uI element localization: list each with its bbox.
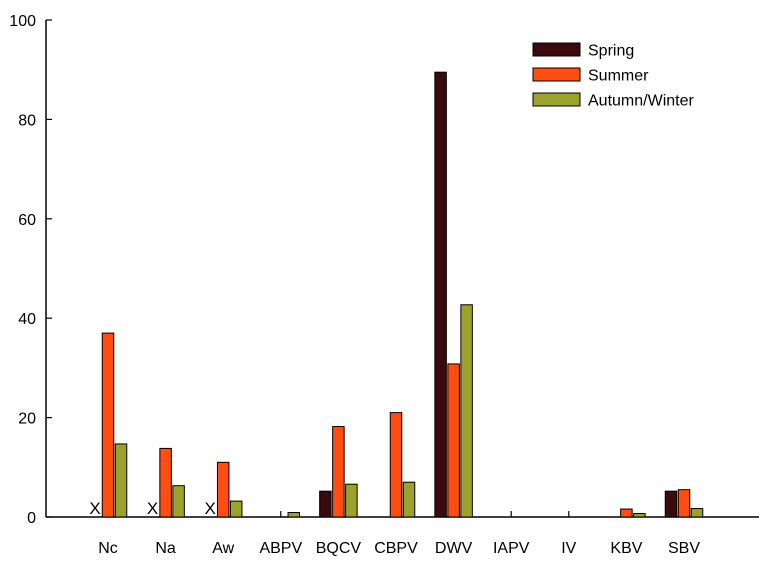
bar-summer-cbpv bbox=[389, 412, 403, 518]
x-tick-label: SBV bbox=[668, 540, 700, 557]
bar-autumn-winter-na bbox=[172, 485, 185, 518]
bar-spring-dwv bbox=[434, 71, 447, 518]
x-tick-label: BQCV bbox=[316, 540, 362, 557]
y-tick-label: 100 bbox=[9, 13, 36, 30]
bar-spring-sbv bbox=[664, 490, 678, 518]
missing-data-marker: X bbox=[205, 499, 216, 518]
missing-data-marker: X bbox=[147, 499, 158, 518]
legend-swatch bbox=[532, 92, 581, 107]
bar-autumn-winter-kbv bbox=[633, 513, 646, 518]
x-tick-label: ABPV bbox=[259, 540, 302, 557]
bar-autumn-winter-aw bbox=[229, 500, 243, 518]
x-tick-label: DWV bbox=[435, 540, 473, 557]
bar-autumn-winter-sbv bbox=[690, 508, 704, 518]
bar-summer-dwv bbox=[447, 363, 460, 518]
x-tick-label: Na bbox=[155, 540, 176, 557]
x-axis: Nc Na Aw ABPV BQCV CBPV DWV IAPV IV KBV SBV bbox=[98, 511, 700, 557]
y-tick-label: 40 bbox=[18, 311, 36, 328]
x-tick-label: Aw bbox=[212, 540, 234, 557]
y-tick-label: 0 bbox=[27, 510, 36, 527]
bar-summer-bqcv bbox=[332, 426, 345, 518]
bar-autumn-winter-dwv bbox=[460, 304, 473, 518]
legend-label: Spring bbox=[588, 43, 634, 60]
legend-label: Summer bbox=[588, 68, 649, 85]
legend-swatch bbox=[532, 42, 581, 57]
bar-summer-kbv bbox=[620, 508, 633, 518]
missing-data-marker: X bbox=[89, 499, 100, 518]
x-tick-label: Nc bbox=[98, 540, 118, 557]
legend-swatch bbox=[532, 67, 581, 82]
bar-summer-sbv bbox=[677, 489, 691, 518]
bars bbox=[101, 71, 704, 518]
bar-autumn-winter-nc bbox=[114, 443, 128, 518]
bar-summer-aw bbox=[216, 461, 230, 518]
y-axis: 0 20 40 60 80 100 bbox=[9, 13, 52, 527]
x-tick-label: IAPV bbox=[493, 540, 530, 557]
y-tick-label: 60 bbox=[18, 212, 36, 229]
x-tick-label: IV bbox=[561, 540, 576, 557]
bar-autumn-winter-bqcv bbox=[345, 483, 358, 518]
bar-autumn-winter-abpv bbox=[287, 512, 301, 518]
legend: Spring Summer Autumn/Winter bbox=[532, 42, 694, 110]
bar-autumn-winter-cbpv bbox=[402, 481, 416, 518]
bar-summer-na bbox=[159, 447, 172, 518]
legend-label: Autumn/Winter bbox=[588, 93, 694, 110]
bar-spring-bqcv bbox=[319, 490, 332, 518]
x-tick-label: KBV bbox=[610, 540, 642, 557]
y-tick-label: 20 bbox=[18, 411, 36, 428]
x-tick-label: CBPV bbox=[374, 540, 418, 557]
bar-summer-nc bbox=[101, 332, 115, 518]
y-tick-label: 80 bbox=[18, 112, 36, 129]
